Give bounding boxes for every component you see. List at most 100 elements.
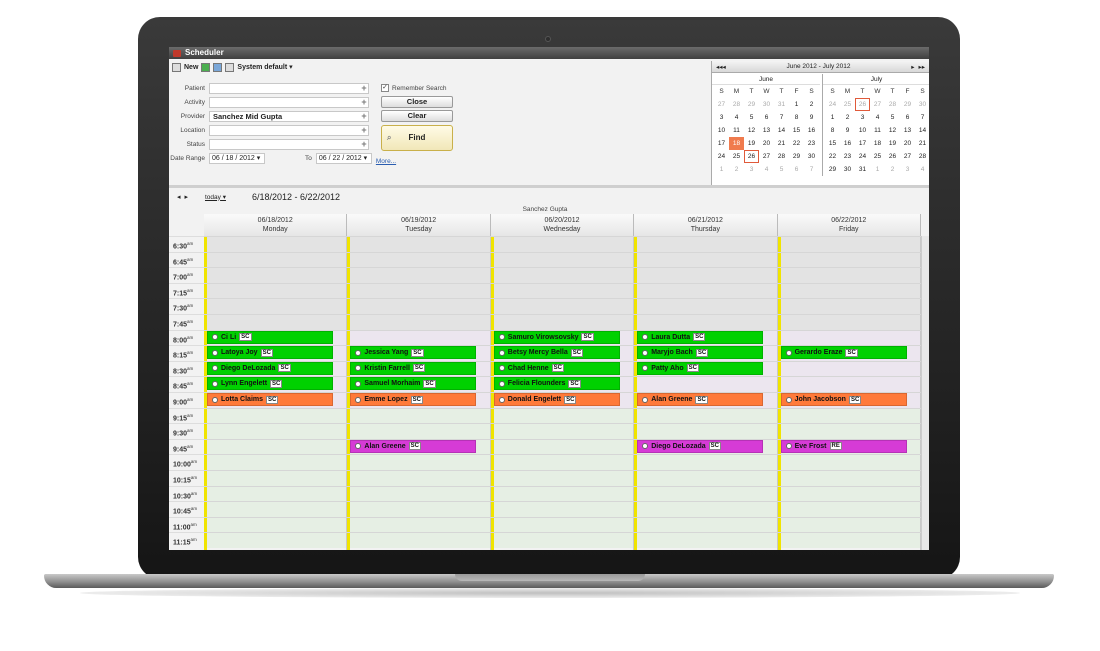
today-button[interactable]: today ▾ [204,193,226,201]
calendar-day[interactable]: 10 [717,127,726,134]
calendar-day[interactable]: 16 [807,127,816,134]
calendar-day[interactable]: 30 [807,153,816,160]
calendar-day[interactable]: 23 [843,153,852,160]
appointment[interactable]: Alan Greene SC [350,439,477,453]
calendar-day[interactable]: 24 [828,101,837,108]
calendar-day[interactable]: 19 [747,140,756,147]
calendar-day[interactable]: 9 [809,114,814,121]
calendar-day[interactable]: 12 [888,127,897,134]
calendar-day[interactable]: 28 [777,153,786,160]
calendar-day[interactable]: 17 [717,140,726,147]
status-circle-icon[interactable] [642,349,649,356]
calendar-day[interactable]: 14 [777,127,786,134]
appointment[interactable]: Laura Dutta SC [637,330,764,344]
calendar-day[interactable]: 14 [918,127,927,134]
calendar-day[interactable]: 2 [890,166,895,173]
add-provider-icon[interactable]: + [361,110,367,121]
calendar-day[interactable]: 7 [920,114,925,121]
day-header[interactable]: 06/22/2012 Friday [777,214,921,236]
calendar-day[interactable]: 8 [794,114,799,121]
calendar-day[interactable]: 23 [807,140,816,147]
appointment[interactable]: Samuro Virowsovsky SC [493,330,620,344]
calendar-day[interactable]: 4 [734,114,739,121]
status-circle-icon[interactable] [785,396,792,403]
status-field[interactable]: + [209,138,369,150]
appointment[interactable]: Chad Henne SC [493,361,620,375]
status-circle-icon[interactable] [498,349,505,356]
status-circle-icon[interactable] [785,443,792,450]
calendar-day[interactable]: 27 [717,101,726,108]
grid-view-icon[interactable] [225,62,235,72]
day-header[interactable]: 06/21/2012 Thursday [634,214,778,236]
calendar-day[interactable]: 18 [729,137,744,150]
provider-field[interactable]: Sanchez Mid Gupta + [209,110,369,122]
pane-divider[interactable] [169,185,929,188]
status-circle-icon[interactable] [498,396,505,403]
appointment[interactable]: Lotta Claims SC [207,393,333,406]
more-link[interactable]: More... [375,157,397,165]
calendar-day[interactable]: 5 [779,166,784,173]
calendar-day[interactable]: 1 [875,166,880,173]
nav-next-next-button[interactable]: ▸▸ [918,63,925,71]
calendar-day[interactable]: 7 [779,114,784,121]
calendar-day[interactable]: 24 [858,153,867,160]
appointment[interactable]: Eve Frost RE [780,439,907,453]
appointment[interactable]: Maryjo Bach SC [637,346,764,360]
status-circle-icon[interactable] [212,396,218,403]
calendar-day[interactable]: 26 [855,98,870,111]
calendar-day[interactable]: 20 [762,140,771,147]
calendar-day[interactable]: 28 [918,153,927,160]
status-circle-icon[interactable] [212,380,218,387]
status-circle-icon[interactable] [355,349,362,356]
calendar-day[interactable]: 6 [764,114,769,121]
day-header[interactable]: 06/18/2012 Monday [204,214,348,236]
calendar-day[interactable]: 15 [828,140,837,147]
calendar-day[interactable]: 25 [843,101,852,108]
calendar-day[interactable]: 19 [888,140,897,147]
status-circle-icon[interactable] [498,365,505,372]
calendar-day[interactable]: 29 [747,101,756,108]
calendar-day[interactable]: 27 [873,101,882,108]
remember-checkbox[interactable]: ✓ [381,84,389,92]
calendar-day[interactable]: 29 [792,153,801,160]
status-circle-icon[interactable] [355,380,362,387]
add-status-icon[interactable]: + [361,138,367,149]
calendar-day[interactable]: 10 [858,127,867,134]
calendar-day[interactable]: 4 [764,166,769,173]
calendar-day[interactable]: 25 [873,153,882,160]
calendar-day[interactable]: 22 [828,153,837,160]
calendar-day[interactable]: 5 [890,114,895,121]
calendar-day[interactable]: 18 [873,140,882,147]
calendar-day[interactable]: 31 [858,166,867,173]
remember-search[interactable]: ✓ Remember Search [381,84,447,92]
calendar-day[interactable]: 20 [903,140,912,147]
calendar-day[interactable]: 7 [809,166,814,173]
status-circle-icon[interactable] [355,443,362,450]
calendar-day[interactable]: 11 [874,127,881,134]
schedule-scrollbar[interactable] [921,236,929,550]
nav-prev-button[interactable]: ◂ [722,63,726,71]
calendar-day[interactable]: 17 [858,140,867,147]
appointment[interactable]: Jessica Yang SC [350,346,477,360]
calendar-day[interactable]: 30 [762,101,771,108]
calendar-day[interactable]: 25 [732,153,741,160]
nav-prev-prev-button[interactable]: ◂◂ [716,63,723,71]
calendar-day[interactable]: 2 [809,101,814,108]
calendar-day[interactable]: 16 [843,140,852,147]
calendar-day[interactable]: 31 [777,101,786,108]
status-circle-icon[interactable] [642,334,649,341]
appointment[interactable]: Donald Engelett SC [493,393,620,406]
status-circle-icon[interactable] [212,349,218,356]
appointment[interactable]: Betsy Mercy Bella SC [493,346,620,360]
calendar-day[interactable]: 30 [843,166,852,173]
appointment[interactable]: Patty Aho SC [637,361,764,375]
activity-field[interactable]: + [209,96,369,108]
calendar-day[interactable]: 3 [749,166,754,173]
calendar-day[interactable]: 3 [905,166,910,173]
calendar-day[interactable]: 24 [717,153,726,160]
nav-next-button[interactable]: ▸ [911,63,915,71]
appointment[interactable]: Ci Li SC [207,330,333,344]
new-button[interactable]: New [184,63,199,71]
calendar-day[interactable]: 3 [719,114,724,121]
calendar-day[interactable]: 1 [794,101,799,108]
